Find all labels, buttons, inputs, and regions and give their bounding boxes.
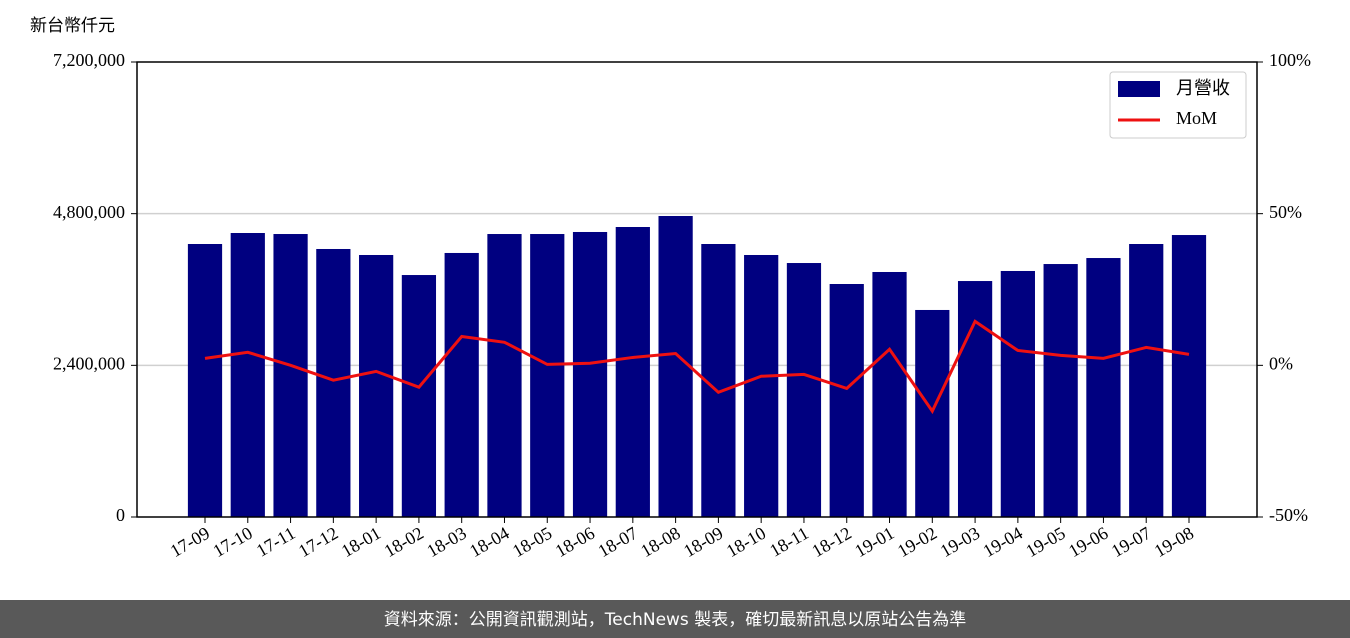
y2-tick-label: -50% bbox=[1269, 505, 1308, 525]
x-tick-label: 19-06 bbox=[1065, 523, 1111, 561]
y2-tick-label: 100% bbox=[1269, 50, 1311, 70]
x-tick-label: 19-01 bbox=[851, 523, 897, 561]
bar bbox=[872, 271, 907, 517]
y-tick-label: 2,400,000 bbox=[53, 353, 125, 373]
y-tick-label: 0 bbox=[116, 505, 125, 525]
bar bbox=[786, 263, 822, 517]
y-axis-label: 新台幣仟元 bbox=[30, 16, 115, 36]
bar bbox=[1086, 258, 1121, 517]
x-tick-label: 18-02 bbox=[381, 523, 427, 561]
y-tick-label: 4,800,000 bbox=[53, 202, 125, 222]
x-tick-label: 18-04 bbox=[466, 523, 512, 561]
bar bbox=[444, 252, 479, 517]
footer-bar bbox=[0, 600, 1350, 638]
x-tick-label: 17-11 bbox=[253, 523, 299, 561]
bar bbox=[359, 254, 394, 517]
x-tick-label: 19-04 bbox=[980, 523, 1026, 561]
bar bbox=[957, 281, 993, 517]
bar bbox=[1129, 244, 1164, 517]
x-tick-label: 18-03 bbox=[423, 523, 469, 561]
bar bbox=[615, 227, 650, 517]
bar bbox=[530, 234, 565, 518]
x-tick-label: 17-12 bbox=[295, 523, 341, 561]
plot-frame bbox=[136, 61, 1258, 518]
x-tick-label: 18-08 bbox=[637, 523, 683, 561]
footer-text: 資料來源：公開資訊觀測站，TechNews 製表，確切最新訊息以原站公告為準 bbox=[384, 610, 966, 630]
bar bbox=[230, 233, 265, 518]
bar bbox=[1171, 235, 1207, 518]
bar bbox=[658, 216, 693, 517]
legend-label: 月營收 bbox=[1176, 78, 1230, 99]
x-tick-label: 18-06 bbox=[552, 523, 598, 561]
x-tick-label: 18-01 bbox=[338, 523, 384, 561]
bar bbox=[572, 231, 608, 518]
bar bbox=[316, 248, 351, 517]
bar bbox=[744, 254, 779, 517]
line bbox=[204, 319, 1190, 415]
x-tick-label: 19-08 bbox=[1151, 523, 1197, 561]
x-tick-label: 17-10 bbox=[209, 523, 255, 561]
x-tick-label: 19-03 bbox=[937, 523, 983, 561]
x-tick-label: 17-09 bbox=[167, 523, 213, 561]
y-tick-label: 7,200,000 bbox=[53, 50, 125, 70]
bar bbox=[273, 234, 308, 518]
x-tick-label: 19-07 bbox=[1108, 523, 1154, 561]
x-tick-label: 18-07 bbox=[595, 523, 641, 561]
y2-tick-label: 50% bbox=[1269, 202, 1302, 222]
legend-label: MoM bbox=[1176, 108, 1217, 128]
x-tick-label: 18-09 bbox=[680, 523, 726, 561]
bar bbox=[1000, 270, 1035, 517]
bar bbox=[1043, 264, 1078, 517]
x-tick-label: 19-05 bbox=[1022, 523, 1068, 561]
x-tick-label: 18-10 bbox=[723, 523, 769, 561]
bar bbox=[401, 275, 437, 517]
y2-tick-label: 0% bbox=[1269, 353, 1293, 373]
bar bbox=[829, 284, 864, 517]
bar bbox=[487, 234, 522, 518]
x-tick-label: 19-02 bbox=[894, 523, 940, 561]
legend-swatch bbox=[1118, 81, 1160, 97]
x-tick-label: 18-12 bbox=[808, 523, 854, 561]
x-tick-label: 18-05 bbox=[509, 523, 555, 561]
bar bbox=[187, 244, 223, 517]
x-tick-label: 18-11 bbox=[766, 523, 812, 561]
